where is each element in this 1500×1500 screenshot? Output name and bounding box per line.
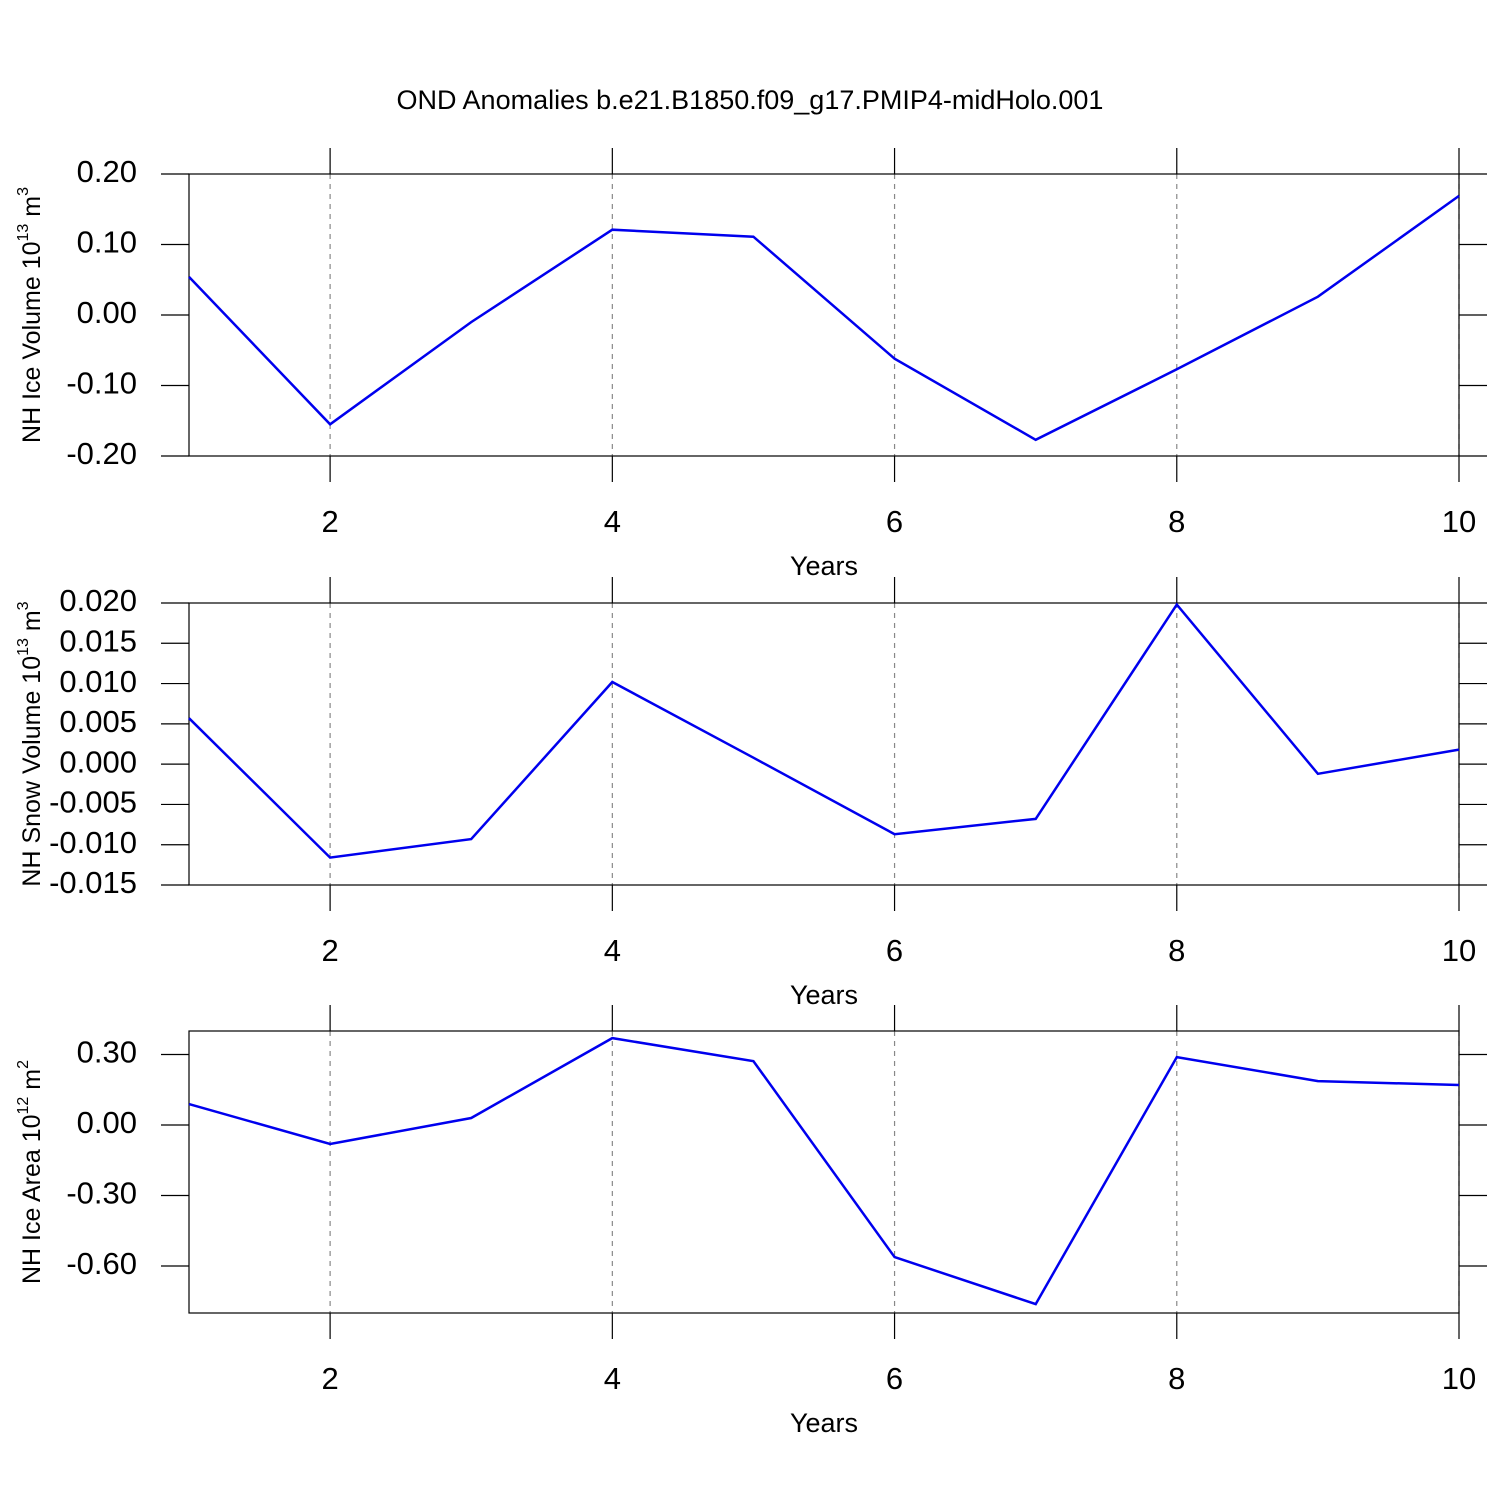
y-tick-label: -0.60 bbox=[66, 1246, 137, 1281]
x-tick-label: 8 bbox=[1168, 1361, 1185, 1396]
y-tick-label: 0.00 bbox=[77, 1105, 137, 1140]
y-tick-label: -0.015 bbox=[49, 865, 137, 900]
y-axis-label-superscript: 3 bbox=[15, 187, 32, 196]
y-tick-label: -0.010 bbox=[49, 825, 137, 860]
y-tick-label: 0.000 bbox=[59, 744, 137, 779]
x-tick-label: 2 bbox=[321, 1361, 338, 1396]
x-tick-label: 6 bbox=[886, 933, 903, 968]
line-series bbox=[188, 1036, 1460, 1306]
y-tick-label: -0.10 bbox=[66, 366, 137, 401]
y-axis-label: NH Snow Volume 1013 m3 bbox=[15, 601, 45, 886]
y-axis-label-part: m bbox=[18, 610, 46, 638]
x-tick-label: 10 bbox=[1442, 504, 1476, 539]
y-axis-label-superscript: 3 bbox=[15, 601, 32, 610]
y-axis-label: NH Ice Volume 1013 m3 bbox=[15, 187, 45, 443]
x-tick-label: 8 bbox=[1168, 933, 1185, 968]
x-tick-label: 2 bbox=[321, 933, 338, 968]
y-axis-label-superscript: 13 bbox=[15, 224, 32, 242]
x-tick-label: 4 bbox=[604, 504, 621, 539]
x-tick-label: 2 bbox=[321, 504, 338, 539]
y-axis-label-superscript: 13 bbox=[15, 638, 32, 656]
x-axis-label: Years bbox=[790, 980, 858, 1010]
y-tick-label: -0.20 bbox=[66, 436, 137, 471]
y-axis-label-part: NH Snow Volume 10 bbox=[18, 656, 46, 887]
chart-title: OND Anomalies b.e21.B1850.f09_g17.PMIP4-… bbox=[397, 85, 1104, 115]
y-tick-label: 0.20 bbox=[77, 154, 137, 189]
plot-frame bbox=[188, 1030, 1460, 1314]
y-tick-label: -0.30 bbox=[66, 1176, 137, 1211]
y-axis-label-superscript: 12 bbox=[15, 1097, 32, 1115]
plot-frame bbox=[188, 602, 1460, 886]
y-tick-label: -0.005 bbox=[49, 785, 137, 820]
y-tick-label: 0.005 bbox=[59, 704, 137, 739]
line-series bbox=[188, 602, 1460, 859]
y-axis-label: NH Ice Area 1012 m2 bbox=[15, 1060, 45, 1284]
x-tick-label: 8 bbox=[1168, 504, 1185, 539]
y-tick-label: 0.00 bbox=[77, 295, 137, 330]
y-axis-label-part: NH Ice Area 10 bbox=[18, 1114, 46, 1284]
y-tick-label: 0.020 bbox=[59, 583, 137, 618]
line-series bbox=[188, 194, 1460, 442]
x-tick-label: 6 bbox=[886, 504, 903, 539]
x-tick-label: 4 bbox=[604, 1361, 621, 1396]
y-tick-label: 0.30 bbox=[77, 1035, 137, 1070]
y-tick-label: 0.015 bbox=[59, 623, 137, 658]
x-tick-label: 10 bbox=[1442, 933, 1476, 968]
y-axis-label-part: m bbox=[18, 196, 46, 224]
y-axis-label-superscript: 2 bbox=[15, 1060, 32, 1069]
y-axis-label-part: m bbox=[18, 1069, 46, 1097]
y-tick-label: 0.10 bbox=[77, 225, 137, 260]
x-tick-label: 10 bbox=[1442, 1361, 1476, 1396]
x-tick-label: 6 bbox=[886, 1361, 903, 1396]
y-tick-label: 0.010 bbox=[59, 664, 137, 699]
x-axis-label: Years bbox=[790, 551, 858, 581]
x-tick-label: 4 bbox=[604, 933, 621, 968]
y-axis-label-part: NH Ice Volume 10 bbox=[18, 241, 46, 443]
plot-frame bbox=[188, 173, 1460, 457]
x-axis-label: Years bbox=[790, 1408, 858, 1438]
